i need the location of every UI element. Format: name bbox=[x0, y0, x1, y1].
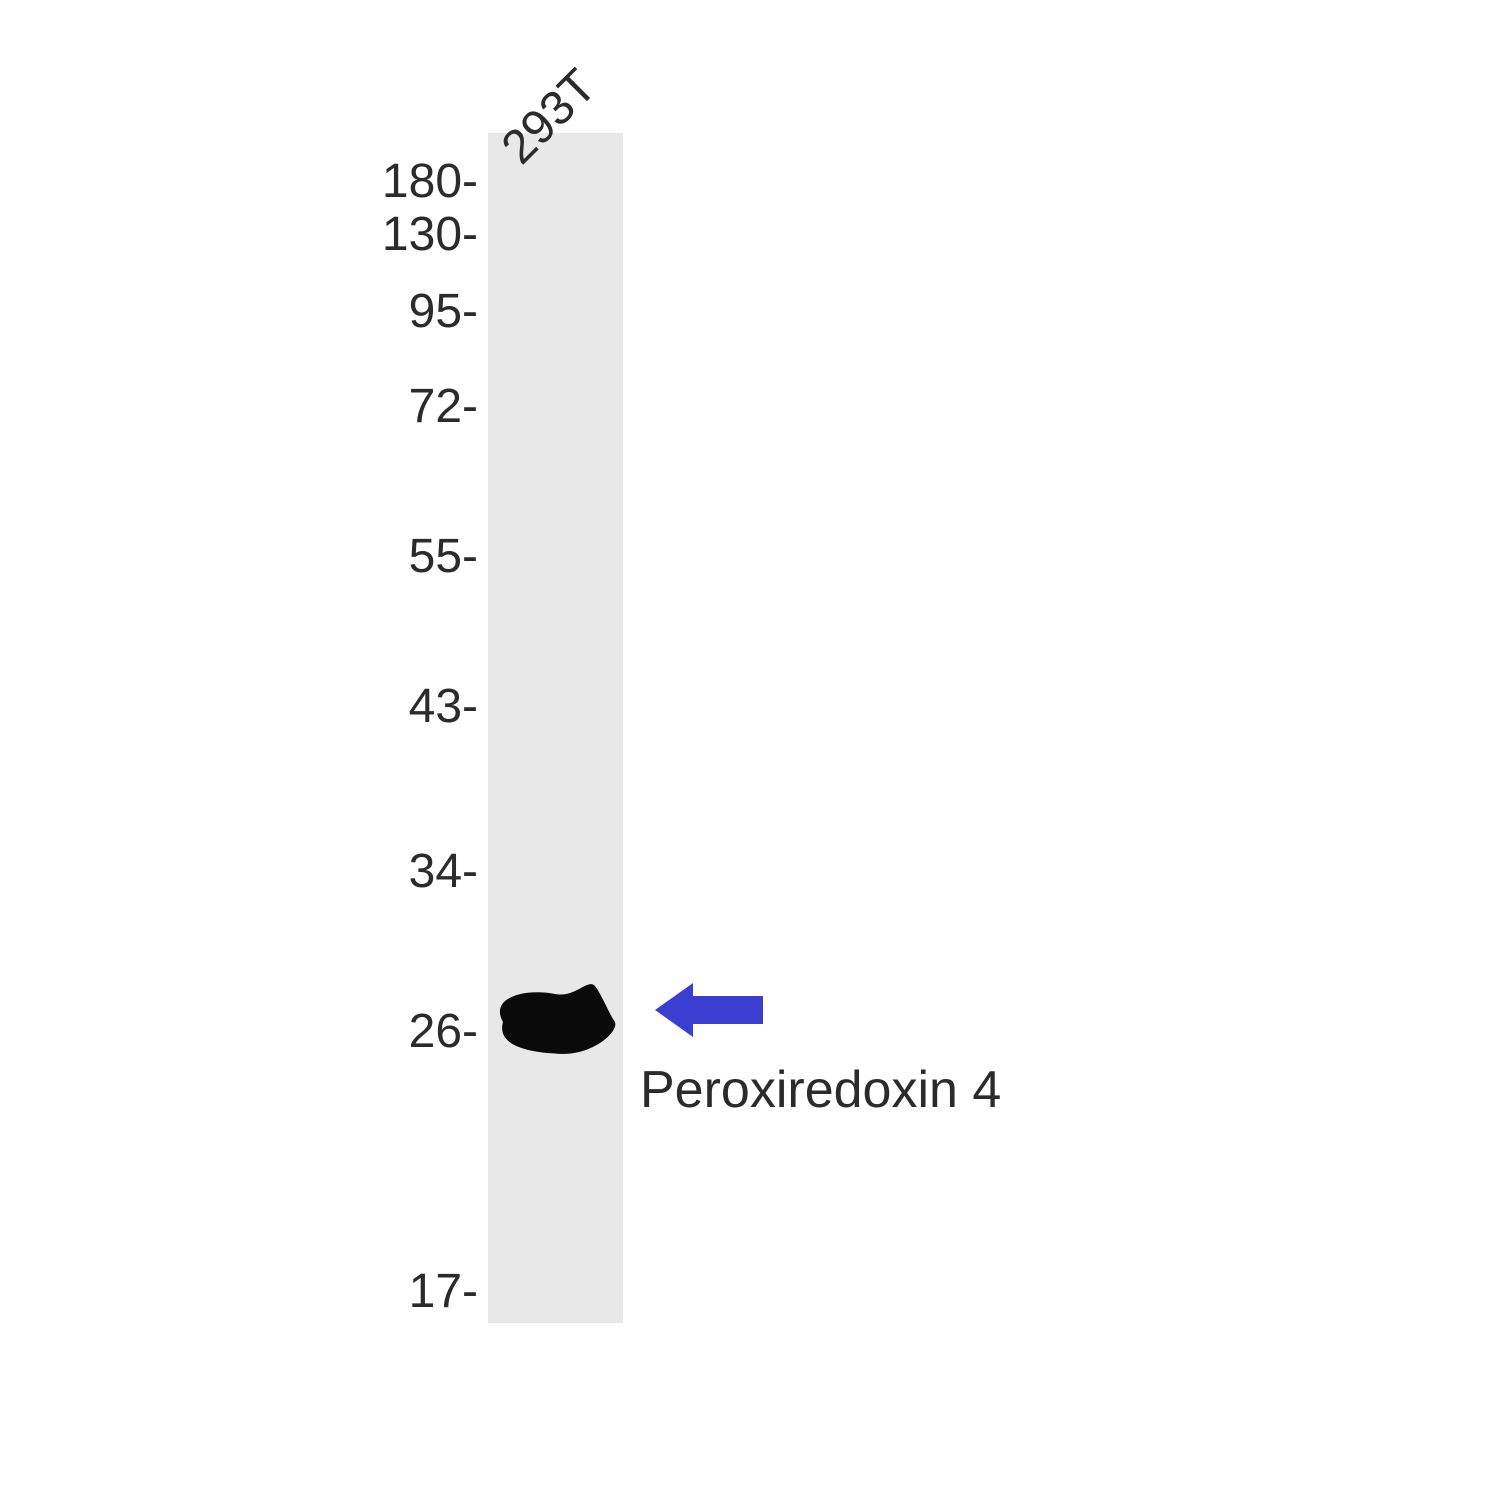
protein-band bbox=[465, 957, 645, 1087]
band-arrow-shape bbox=[655, 983, 763, 1037]
mw-marker-34: 34- bbox=[0, 844, 478, 899]
band-arrow-icon bbox=[650, 973, 778, 1047]
mw-marker-72: 72- bbox=[0, 379, 478, 434]
mw-marker-17: 17- bbox=[0, 1264, 478, 1319]
protein-band-shape bbox=[500, 984, 615, 1054]
gel-lane bbox=[488, 133, 623, 1323]
mw-marker-95: 95- bbox=[0, 284, 478, 339]
mw-marker-130: 130- bbox=[0, 207, 478, 262]
mw-marker-43: 43- bbox=[0, 679, 478, 734]
mw-marker-55: 55- bbox=[0, 529, 478, 584]
mw-marker-180: 180- bbox=[0, 154, 478, 209]
blot-figure: 293T 180- 130- 95- 72- 55- 43- 34- 26- 1… bbox=[0, 0, 1500, 1500]
mw-marker-26: 26- bbox=[0, 1004, 478, 1059]
band-label: Peroxiredoxin 4 bbox=[640, 1060, 1001, 1120]
